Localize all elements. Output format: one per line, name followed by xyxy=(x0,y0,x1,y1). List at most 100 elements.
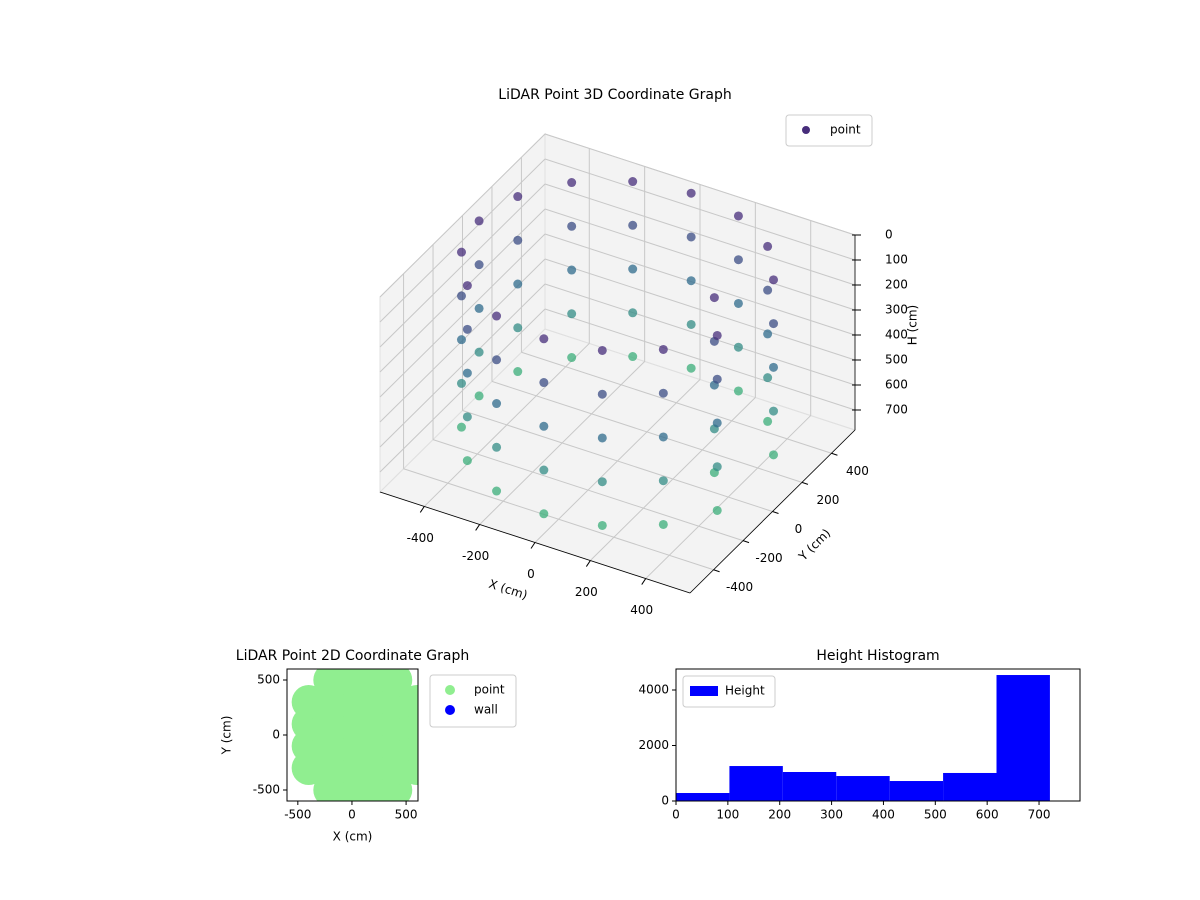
chart-title: Height Histogram xyxy=(816,648,939,664)
point xyxy=(513,323,523,333)
point xyxy=(686,363,696,373)
x-tick-label: -200 xyxy=(462,549,489,563)
point xyxy=(399,685,418,719)
grid-line xyxy=(544,258,856,361)
y-tick xyxy=(831,452,838,456)
point xyxy=(597,433,607,443)
x-tick xyxy=(419,506,425,513)
point xyxy=(763,285,773,295)
x-tick-label: 200 xyxy=(768,808,791,822)
point xyxy=(492,486,502,496)
plot-frame xyxy=(675,668,1081,802)
point xyxy=(733,342,743,352)
x-tick-label: 500 xyxy=(924,808,947,822)
point xyxy=(686,276,696,286)
grid-line xyxy=(403,468,714,571)
grid-line xyxy=(379,283,546,448)
y-tick-label: 0 xyxy=(272,728,280,742)
bar xyxy=(782,772,837,801)
chart-title: LiDAR Point 2D Coordinate Graph xyxy=(236,648,469,664)
point xyxy=(513,235,523,245)
point xyxy=(769,450,779,460)
legend-box xyxy=(785,114,873,147)
grid-line xyxy=(544,158,856,261)
grid-line xyxy=(462,410,773,512)
grid-line xyxy=(544,133,856,236)
y-tick-label: 500 xyxy=(257,673,280,687)
x-tick-label: 400 xyxy=(630,603,653,617)
bar xyxy=(943,772,997,801)
scatter-points xyxy=(291,669,418,801)
grid-line xyxy=(544,233,856,336)
point xyxy=(462,456,472,466)
point xyxy=(474,216,484,226)
grid-line xyxy=(544,283,856,386)
y-axis-label: Y (cm) xyxy=(220,716,234,756)
point xyxy=(763,416,773,426)
point xyxy=(567,221,577,231)
point xyxy=(628,308,638,318)
y-axis xyxy=(689,429,856,594)
point xyxy=(628,177,638,187)
point xyxy=(658,344,668,354)
point xyxy=(492,355,502,365)
point xyxy=(628,220,638,230)
y-tick-label: 0 xyxy=(795,522,803,536)
point xyxy=(763,241,773,251)
point xyxy=(462,324,472,334)
x-tick xyxy=(641,578,647,585)
grid-line xyxy=(379,308,546,473)
x-tick xyxy=(585,560,591,567)
point xyxy=(513,192,523,202)
y-tick xyxy=(742,540,750,544)
y-tick-label: -500 xyxy=(253,783,280,797)
point xyxy=(567,178,577,188)
point xyxy=(539,378,549,388)
y-tick-label: 200 xyxy=(817,493,840,507)
x-tick-label: 400 xyxy=(872,808,895,822)
y-tick xyxy=(772,511,779,514)
z-tick-label: 100 xyxy=(885,253,908,267)
chart-title: LiDAR Point 3D Coordinate Graph xyxy=(498,87,731,103)
point xyxy=(597,520,607,530)
legend-marker xyxy=(445,685,455,695)
point xyxy=(658,476,668,486)
point xyxy=(712,330,722,340)
point xyxy=(462,368,472,378)
legend-box xyxy=(682,675,776,708)
point xyxy=(769,319,779,329)
z-axis-label: H (cm) xyxy=(906,305,920,346)
point xyxy=(492,399,502,409)
grid-line xyxy=(379,183,546,348)
x-tick-label: 500 xyxy=(395,808,418,822)
point xyxy=(513,279,523,289)
x-tick xyxy=(530,542,536,549)
grid-line xyxy=(544,308,856,411)
point xyxy=(769,275,779,285)
point xyxy=(456,335,466,345)
point xyxy=(474,391,484,401)
point xyxy=(763,329,773,339)
legend-marker xyxy=(802,126,810,134)
y-tick-label: 400 xyxy=(846,464,869,478)
z-tick-label: 600 xyxy=(885,378,908,392)
point xyxy=(763,373,773,383)
point xyxy=(597,389,607,399)
point xyxy=(658,432,668,442)
x-tick-label: 200 xyxy=(575,585,598,599)
point xyxy=(456,378,466,388)
legend-swatch xyxy=(690,686,718,696)
x-axis xyxy=(379,491,691,594)
grid-line xyxy=(491,380,803,483)
point xyxy=(658,519,668,529)
point xyxy=(597,477,607,487)
bar xyxy=(836,776,890,801)
point xyxy=(733,386,743,396)
point xyxy=(378,669,413,697)
x-tick xyxy=(475,524,481,531)
point xyxy=(539,465,549,475)
grid-line xyxy=(379,133,546,298)
point xyxy=(456,291,466,301)
y-tick xyxy=(713,569,720,573)
